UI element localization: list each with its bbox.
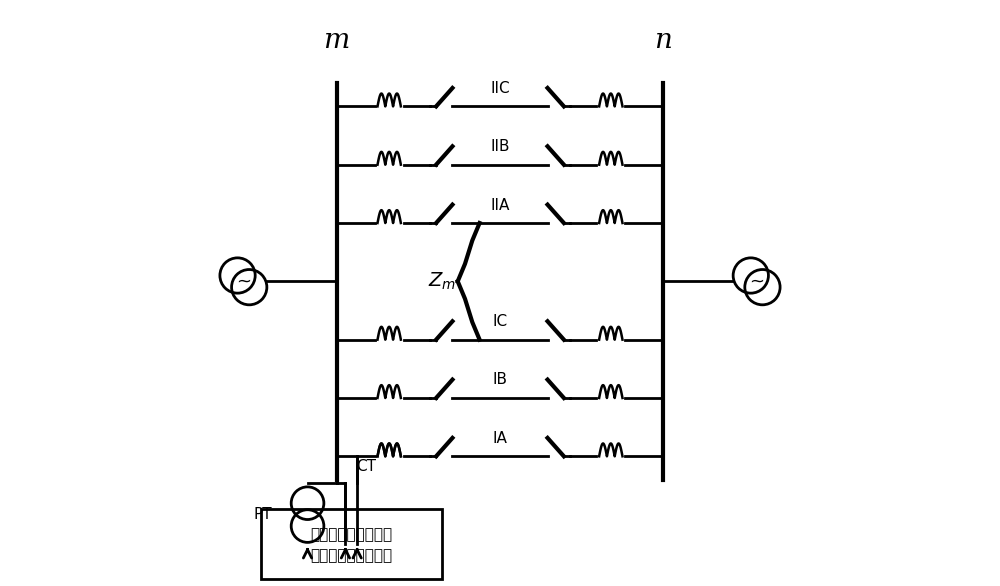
Text: IIB: IIB bbox=[490, 139, 510, 154]
Text: m: m bbox=[324, 27, 350, 54]
Text: $Z_m$: $Z_m$ bbox=[428, 271, 456, 292]
Text: PT: PT bbox=[254, 507, 273, 522]
Text: 应用本发明方法的输: 应用本发明方法的输 bbox=[310, 527, 392, 543]
Text: CT: CT bbox=[356, 459, 376, 474]
Text: IB: IB bbox=[492, 373, 508, 387]
Text: IA: IA bbox=[493, 431, 507, 446]
Text: ~: ~ bbox=[236, 272, 251, 290]
Text: n: n bbox=[654, 27, 672, 54]
Text: IC: IC bbox=[492, 314, 508, 329]
Text: IIA: IIA bbox=[490, 197, 510, 213]
Text: ~: ~ bbox=[749, 272, 764, 290]
Text: 电线路继电保护装置: 电线路继电保护装置 bbox=[310, 548, 392, 563]
Text: IIC: IIC bbox=[490, 81, 510, 96]
